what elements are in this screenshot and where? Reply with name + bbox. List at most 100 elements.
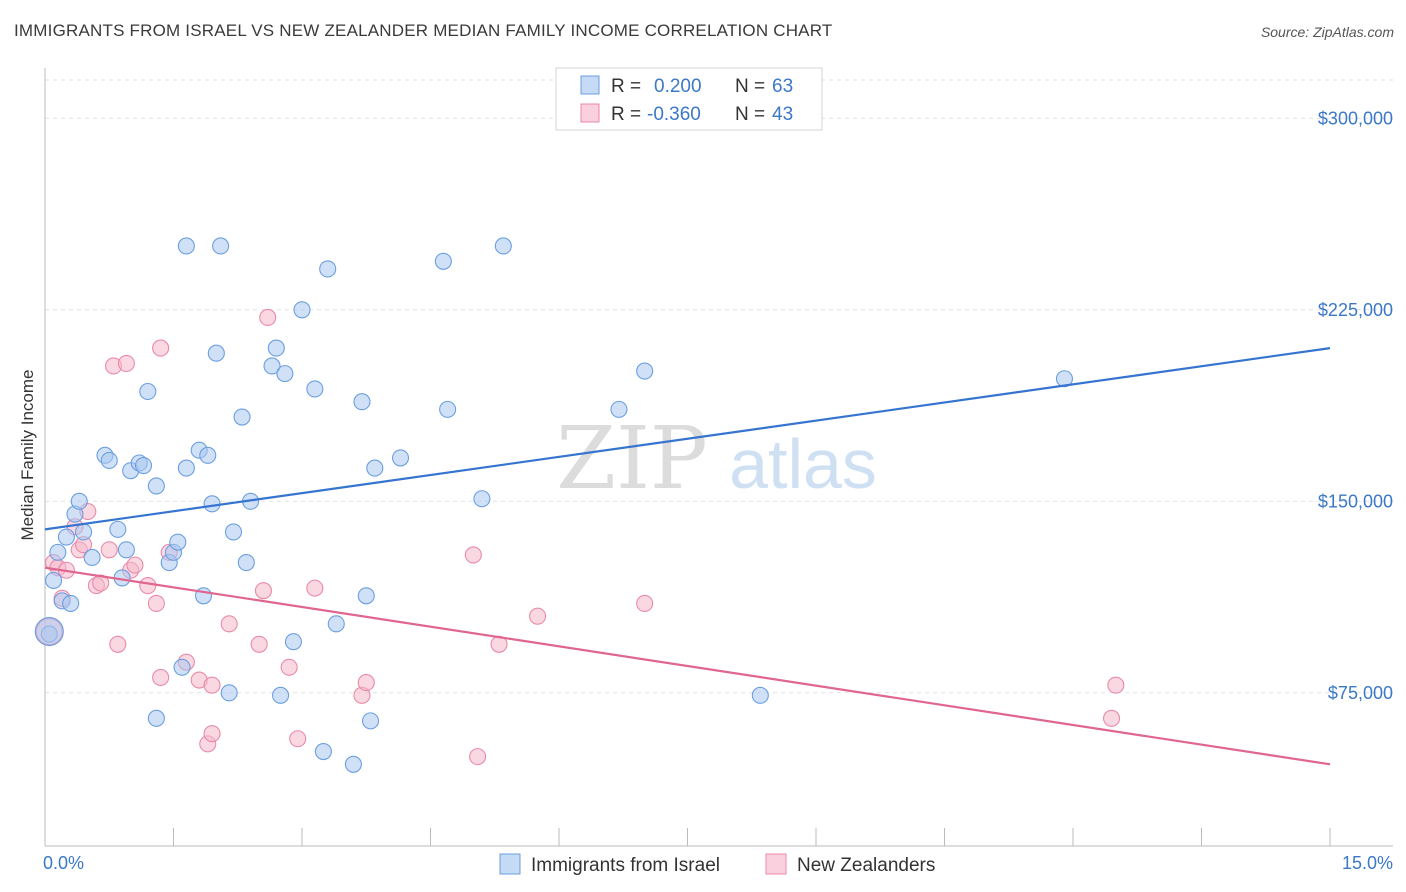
nz-point [147, 594, 165, 612]
y-tick-label: $150,000 [1318, 491, 1393, 511]
israel-point [134, 457, 153, 475]
israel-point [276, 365, 294, 383]
bottom-legend: Immigrants from Israel New Zealanders [499, 853, 935, 876]
israel-point [57, 528, 75, 546]
israel-point [267, 339, 285, 357]
israel-point [100, 451, 118, 469]
israel-point [344, 755, 362, 773]
watermark-zip: ZIP [556, 409, 708, 509]
legend-swatch-blue [580, 75, 600, 95]
israel-point [439, 400, 457, 418]
israel-point [327, 615, 345, 633]
israel-point [224, 523, 243, 541]
nz-point [529, 607, 547, 625]
legend-n-value-2: 43 [772, 104, 793, 125]
israel-point [203, 495, 221, 513]
israel-point [233, 408, 251, 426]
nz-point [357, 674, 375, 692]
nz-point [203, 676, 221, 694]
legend-swatch-pink [580, 103, 600, 123]
legend-box [555, 67, 823, 131]
israel-point [366, 459, 384, 477]
legend: R = 0.200 N = 63 R = -0.360 N = 43 [555, 67, 823, 131]
nz-point [152, 668, 170, 687]
nz-point [139, 577, 157, 595]
israel-point [391, 449, 410, 467]
nz-point [636, 594, 654, 612]
israel-point [361, 712, 380, 730]
nz-point [126, 556, 144, 574]
israel-point [207, 344, 225, 362]
y-tick-labels: $75,000 $150,000 $225,000 $300,000 [1318, 108, 1393, 703]
israel-point [314, 742, 332, 761]
grid [45, 79, 1393, 694]
legend-r-value-1: 0.200 [654, 76, 702, 97]
x-tick-label-min: 0.0% [43, 853, 84, 873]
series-israel-points [34, 237, 1073, 773]
israel-point [49, 543, 67, 561]
israel-point [117, 541, 135, 559]
legend-r-value-2: -0.360 [647, 104, 701, 125]
bottom-legend-label-israel: Immigrants from Israel [531, 855, 720, 876]
trend-line-israel [44, 347, 1331, 531]
nz-point [250, 635, 268, 653]
bottom-legend-swatch-blue [499, 853, 521, 875]
israel-point [169, 533, 187, 551]
legend-n-label-2: N = [735, 104, 765, 125]
israel-point [109, 520, 127, 538]
nz-point [203, 725, 221, 743]
axes [44, 68, 1393, 847]
israel-point [34, 616, 64, 647]
israel-point [62, 594, 80, 612]
israel-point [45, 571, 63, 590]
nz-point [306, 579, 324, 597]
bottom-legend-swatch-pink [765, 853, 787, 875]
legend-r-label-1: R = [611, 76, 641, 97]
nz-point [100, 541, 118, 559]
israel-point [353, 393, 371, 411]
israel-point [177, 459, 195, 477]
x-tick-label-max: 15.0% [1342, 853, 1393, 873]
watermark-atlas: atlas [729, 425, 877, 503]
israel-point [284, 633, 302, 651]
israel-point [434, 252, 452, 270]
nz-point [152, 339, 170, 357]
israel-point [610, 400, 628, 418]
nz-point [469, 748, 487, 766]
legend-r-label-2: R = [611, 104, 641, 125]
nz-point [289, 730, 307, 748]
nz-point [1103, 709, 1121, 727]
nz-point [109, 635, 127, 653]
israel-point [306, 380, 324, 398]
legend-n-value-1: 63 [772, 76, 793, 97]
y-tick-label: $300,000 [1318, 108, 1393, 128]
israel-point [147, 709, 165, 727]
israel-point [212, 237, 230, 255]
israel-point [220, 684, 238, 702]
y-tick-label: $75,000 [1328, 683, 1393, 703]
bottom-legend-label-nz: New Zealanders [797, 855, 935, 876]
trend-lines [44, 347, 1331, 766]
israel-point [293, 301, 311, 319]
israel-point [139, 382, 157, 401]
israel-point [751, 686, 769, 704]
israel-point [147, 477, 165, 495]
nz-point [117, 354, 135, 372]
nz-point [220, 615, 238, 633]
israel-point [70, 492, 88, 510]
israel-point [319, 260, 337, 278]
israel-point [636, 362, 654, 380]
chart-title: IMMIGRANTS FROM ISRAEL VS NEW ZEALANDER … [14, 21, 833, 40]
israel-point [1055, 370, 1073, 388]
legend-n-label-1: N = [735, 76, 765, 97]
nz-point [464, 546, 482, 564]
israel-point [177, 237, 195, 255]
israel-point [173, 658, 191, 676]
nz-point [92, 574, 110, 592]
y-axis-title: Median Family Income [18, 369, 37, 540]
watermark: ZIP atlas [556, 409, 877, 509]
nz-point [259, 308, 277, 327]
nz-point [280, 658, 298, 676]
israel-point [83, 548, 101, 567]
